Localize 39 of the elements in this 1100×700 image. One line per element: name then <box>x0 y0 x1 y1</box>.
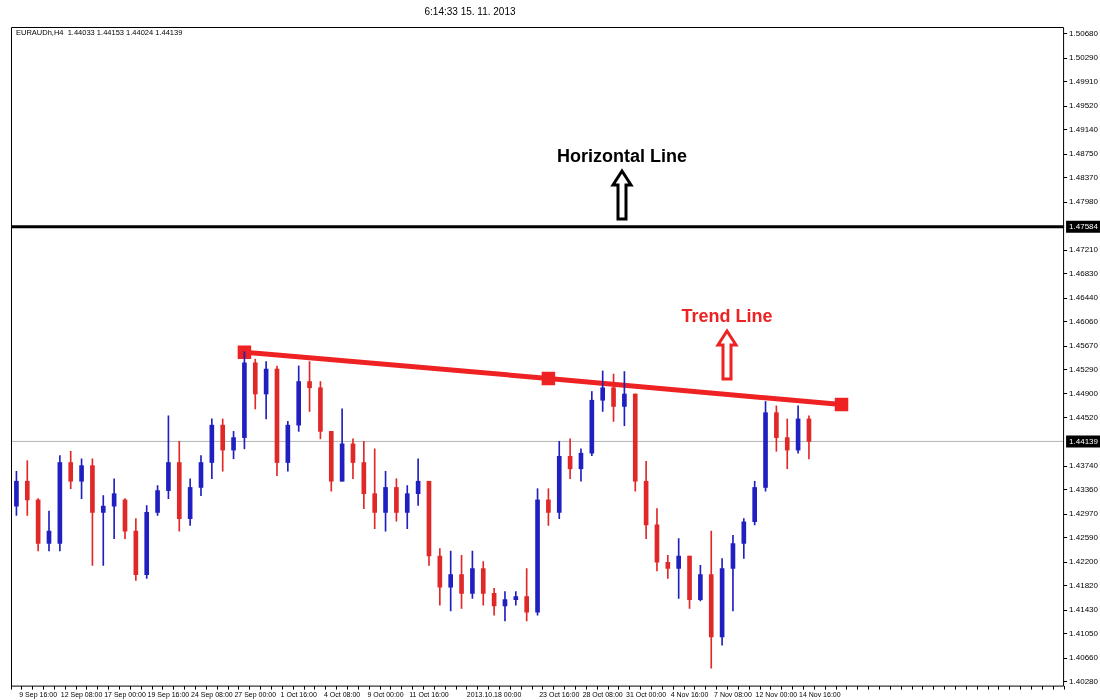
y-tick-label: 1.48750 <box>1069 149 1099 159</box>
y-tick-label: 1.41050 <box>1069 629 1099 639</box>
y-tick-label: 1.50680 <box>1069 29 1099 39</box>
candlestick <box>372 448 378 529</box>
y-tick-label: 1.41820 <box>1069 581 1099 591</box>
y-tick-label: 1.40280 <box>1069 677 1099 687</box>
y-tick-label: 1.46440 <box>1069 293 1099 303</box>
annotation: Trend Line <box>681 305 773 326</box>
y-tick-label: 1.42970 <box>1069 509 1099 519</box>
ref-line-label: 1.47584 <box>1069 221 1099 231</box>
y-tick-label: 1.42590 <box>1069 533 1099 543</box>
candlestick <box>100 495 106 566</box>
y-tick-label: 1.49140 <box>1069 125 1099 135</box>
candlestick <box>676 538 682 599</box>
y-tick-label: 1.48370 <box>1069 172 1099 182</box>
y-tick-label: 1.47980 <box>1069 197 1099 207</box>
y-tick-label: 1.46830 <box>1069 268 1099 278</box>
y-tick-label: 1.43740 <box>1069 461 1099 471</box>
y-tick-label: 1.45290 <box>1069 364 1099 374</box>
chart-title: 6:14:33 15. 11. 2013 <box>424 5 516 17</box>
candlestick <box>448 550 454 612</box>
y-tick-label: 1.45670 <box>1069 341 1099 351</box>
y-tick-label: 1.49520 <box>1069 101 1099 111</box>
y-tick-label: 1.43360 <box>1069 485 1099 495</box>
point <box>541 371 556 386</box>
annotation: Horizontal Line <box>557 145 687 166</box>
candlestick <box>513 591 519 606</box>
point <box>237 345 252 359</box>
y-tick-label: 1.49910 <box>1069 77 1099 87</box>
y-tick-label: 1.47210 <box>1069 245 1099 255</box>
y-tick-label: 1.44520 <box>1069 412 1099 422</box>
point <box>834 397 849 412</box>
y-tick-label: 1.40660 <box>1069 653 1099 663</box>
ref-line-label: 1.44139 <box>1069 436 1099 446</box>
y-tick-label: 1.42200 <box>1069 557 1099 567</box>
y-tick-label: 1.41430 <box>1069 605 1099 615</box>
y-tick-label: 1.50290 <box>1069 53 1099 63</box>
y-tick-label: 1.44900 <box>1069 389 1099 399</box>
y-tick-label: 1.46060 <box>1069 316 1099 326</box>
